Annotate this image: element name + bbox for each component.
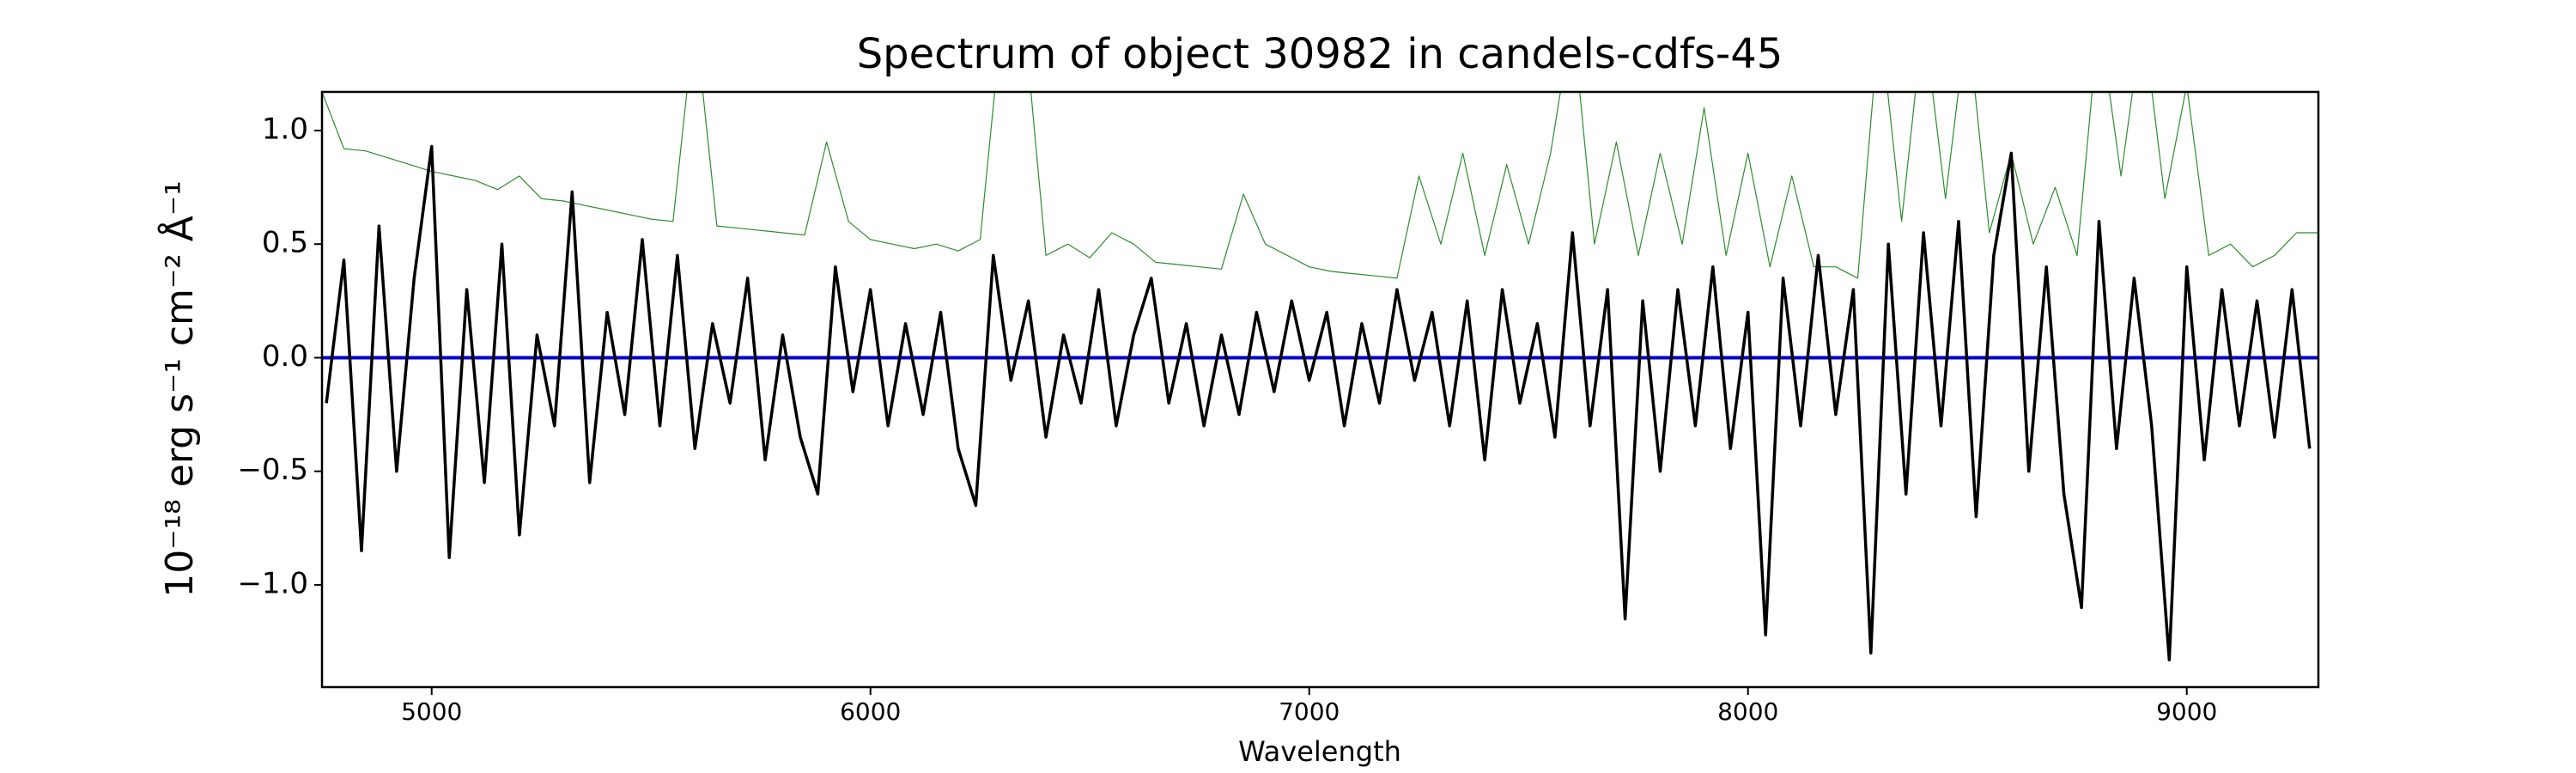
x-tick-label: 8000 <box>1717 697 1778 726</box>
x-tick-label: 6000 <box>840 697 901 726</box>
chart-title: Spectrum of object 30982 in candels-cdfs… <box>857 30 1783 78</box>
y-tick-label: 0.0 <box>262 339 308 374</box>
data-line <box>325 144 2312 662</box>
y-tick-label: 0.5 <box>262 226 308 260</box>
x-tick-label: 7000 <box>1279 697 1340 726</box>
y-axis-label: 10⁻¹⁸ erg s⁻¹ cm⁻² Å⁻¹ <box>156 180 202 597</box>
x-axis-label: Wavelength <box>1238 735 1401 768</box>
x-tick-label: 5000 <box>401 697 462 726</box>
plot-area <box>322 92 2318 662</box>
axes-frame <box>320 90 2320 689</box>
y-tick-label: −0.5 <box>237 453 308 487</box>
y-tick-label: −1.0 <box>237 566 308 600</box>
y-tick-label: 1.0 <box>262 112 308 146</box>
x-tick-label: 9000 <box>2156 697 2217 726</box>
data-line <box>322 92 2318 279</box>
